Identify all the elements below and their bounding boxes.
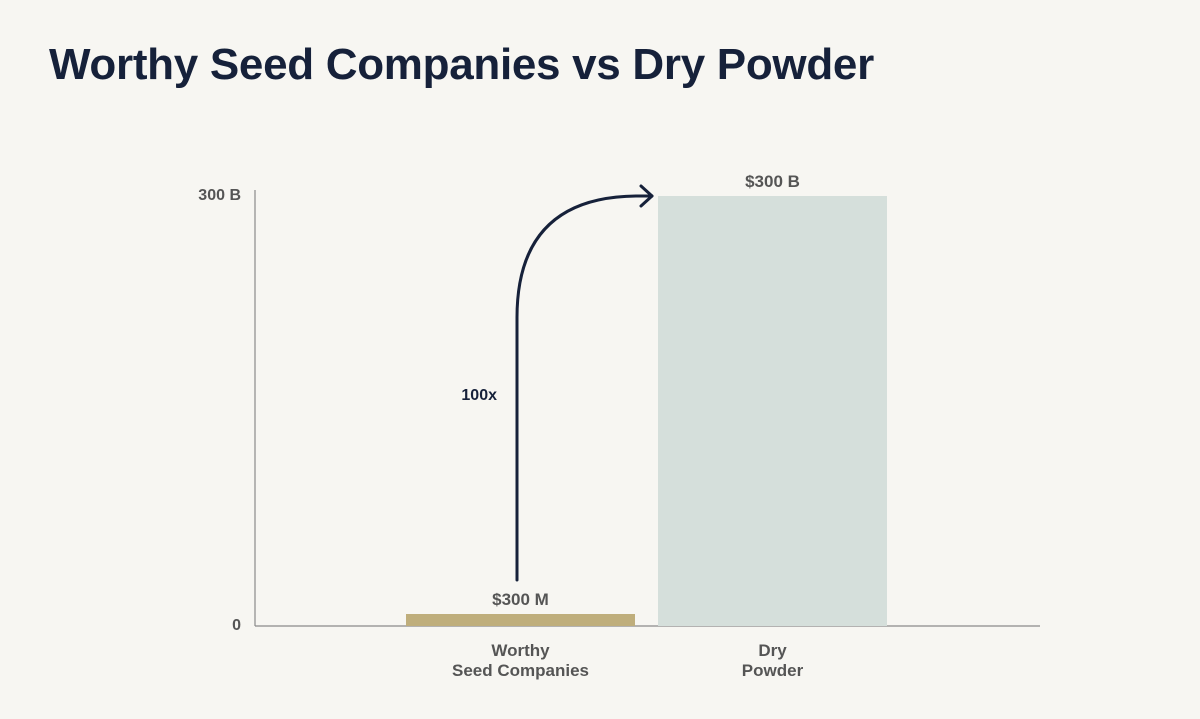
y-tick-label: 0 bbox=[232, 617, 241, 634]
y-axis: 0 300 B bbox=[198, 187, 256, 634]
bar-value-label: $300 B bbox=[745, 172, 800, 191]
bar-value-label: $300 M bbox=[492, 590, 549, 609]
x-category-label: Dry bbox=[758, 641, 787, 660]
multiplier-label: 100x bbox=[461, 387, 497, 404]
arrowhead-icon bbox=[639, 184, 654, 208]
x-category-label: Worthy bbox=[491, 641, 550, 660]
bar bbox=[658, 196, 887, 626]
page-title: Worthy Seed Companies vs Dry Powder bbox=[49, 40, 874, 89]
x-category-label: Seed Companies bbox=[452, 661, 589, 680]
x-category-label: Powder bbox=[742, 661, 804, 680]
bar bbox=[406, 614, 635, 626]
multiplier-annotation: 100x bbox=[461, 184, 654, 582]
bars: $300 M $300 B bbox=[406, 172, 887, 626]
y-tick-label: 300 B bbox=[198, 187, 241, 204]
arrow-line bbox=[515, 194, 654, 582]
